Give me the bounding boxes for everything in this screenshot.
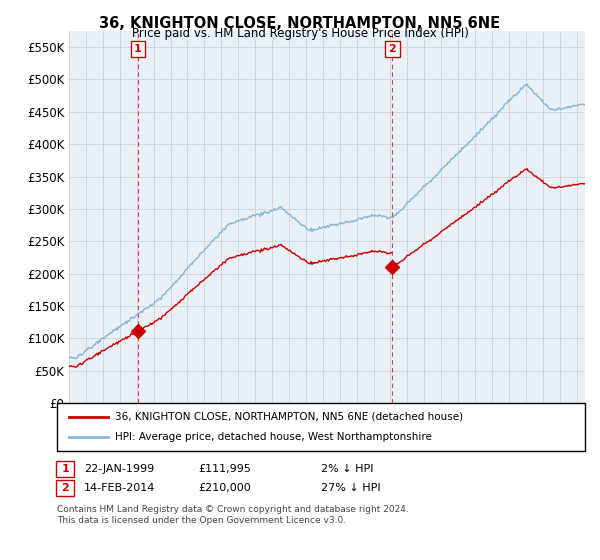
- Text: 27% ↓ HPI: 27% ↓ HPI: [321, 483, 380, 493]
- Text: 14-FEB-2014: 14-FEB-2014: [84, 483, 155, 493]
- Point: [133, 326, 143, 335]
- Text: Price paid vs. HM Land Registry's House Price Index (HPI): Price paid vs. HM Land Registry's House …: [131, 27, 469, 40]
- Text: £111,995: £111,995: [198, 464, 251, 474]
- Point: [388, 263, 397, 272]
- Text: 1: 1: [134, 44, 142, 54]
- Text: 2: 2: [389, 44, 397, 54]
- Text: 1: 1: [62, 464, 69, 474]
- Text: £210,000: £210,000: [198, 483, 251, 493]
- Text: Contains HM Land Registry data © Crown copyright and database right 2024.
This d: Contains HM Land Registry data © Crown c…: [57, 505, 409, 525]
- Text: 36, KNIGHTON CLOSE, NORTHAMPTON, NN5 6NE: 36, KNIGHTON CLOSE, NORTHAMPTON, NN5 6NE: [100, 16, 500, 31]
- Text: 22-JAN-1999: 22-JAN-1999: [84, 464, 154, 474]
- Text: HPI: Average price, detached house, West Northamptonshire: HPI: Average price, detached house, West…: [115, 432, 432, 442]
- Text: 2% ↓ HPI: 2% ↓ HPI: [321, 464, 373, 474]
- Text: 2: 2: [62, 483, 69, 493]
- Text: 36, KNIGHTON CLOSE, NORTHAMPTON, NN5 6NE (detached house): 36, KNIGHTON CLOSE, NORTHAMPTON, NN5 6NE…: [115, 412, 463, 422]
